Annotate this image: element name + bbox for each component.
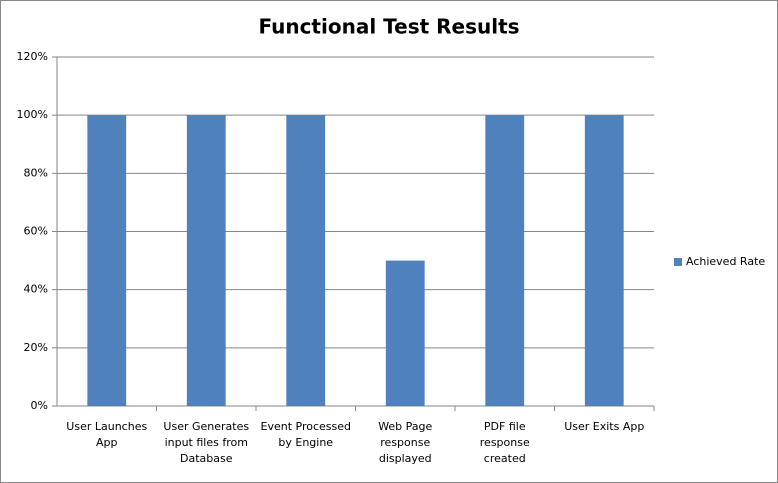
bar	[385, 260, 425, 406]
bar	[87, 115, 127, 407]
y-tick-label: 0%	[31, 399, 48, 412]
bar	[286, 115, 326, 407]
chart-title: Functional Test Results	[258, 15, 519, 39]
y-tick-label: 20%	[24, 341, 48, 354]
x-tick-label: User Launches App	[66, 420, 148, 449]
legend-label: Achieved Rate	[686, 255, 765, 268]
x-tick-label: User Exits App	[564, 420, 645, 433]
y-tick-label: 120%	[17, 50, 48, 63]
legend-swatch	[674, 258, 682, 266]
y-tick-label: 100%	[17, 108, 48, 121]
x-tick-label: User Generates input files from Database	[163, 420, 250, 465]
bar	[186, 115, 226, 407]
bar	[584, 115, 624, 407]
y-tick-label: 60%	[24, 225, 48, 238]
bar	[485, 115, 525, 407]
x-tick-label: Event Processed by Engine	[260, 420, 352, 449]
y-tick-label: 40%	[24, 283, 48, 296]
x-tick-label: Web Page response displayed	[378, 420, 433, 465]
x-tick-label: PDF file response created	[479, 420, 530, 465]
y-tick-label: 80%	[24, 166, 48, 179]
